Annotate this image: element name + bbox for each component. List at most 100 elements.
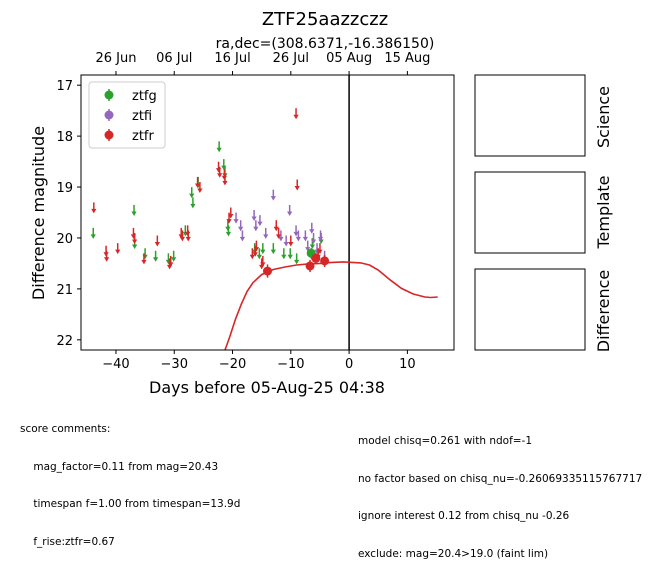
upper-limit-ztfi bbox=[253, 220, 259, 232]
upper-limit-ztfr bbox=[132, 232, 138, 244]
upper-limit-ztfi bbox=[239, 230, 246, 242]
legend-label: ztfg bbox=[132, 89, 157, 104]
upper-limit-ztfr bbox=[226, 212, 232, 224]
upper-limit-arrowhead bbox=[226, 219, 232, 224]
upper-limit-ztfg bbox=[190, 197, 196, 209]
y-tick-label: 20 bbox=[56, 232, 73, 247]
upper-limit-arrowhead bbox=[295, 236, 301, 242]
upper-limit-arrowhead bbox=[281, 254, 287, 260]
upper-limit-arrowhead bbox=[190, 203, 196, 209]
upper-limit-arrowhead bbox=[221, 165, 227, 171]
upper-limit-arrowhead bbox=[197, 188, 203, 194]
top-tick-label: 06 Jul bbox=[156, 51, 192, 66]
upper-limit-arrowhead bbox=[287, 254, 293, 260]
upper-limit-ztfr bbox=[217, 166, 223, 178]
upper-limit-arrowhead bbox=[273, 226, 279, 232]
upper-limit-arrowhead bbox=[171, 257, 177, 262]
legend-entry-ztfr: ztfr bbox=[104, 129, 154, 144]
upper-limit-ztfr bbox=[249, 248, 255, 260]
upper-limit-ztfg bbox=[309, 238, 315, 250]
upper-limit-arrowhead bbox=[293, 114, 299, 120]
x-tick-label: 10 bbox=[399, 357, 416, 372]
y-tick-label: 18 bbox=[56, 130, 73, 145]
upper-limit-arrowhead bbox=[141, 259, 147, 265]
upper-limit-ztfg bbox=[270, 243, 276, 255]
upper-limit-ztfr bbox=[197, 182, 203, 194]
upper-limit-ztfg bbox=[131, 204, 137, 216]
upper-limit-ztfi bbox=[257, 215, 263, 227]
legend-marker bbox=[104, 90, 114, 100]
plot-frame bbox=[80, 74, 455, 351]
cutout-panels: Science Template Difference bbox=[474, 74, 613, 352]
upper-limit-ztfi bbox=[263, 227, 269, 239]
comment-line: model chisq=0.261 with ndof=-1 bbox=[358, 435, 533, 447]
upper-limit-arrowhead bbox=[318, 239, 324, 244]
upper-limit-arrowhead bbox=[294, 259, 300, 265]
chart-subtitle: ra,dec=(308.6371,-16.386150) bbox=[216, 36, 435, 52]
upper-limit-ztfr bbox=[104, 250, 110, 262]
comment-line: score comments: bbox=[20, 423, 111, 435]
upper-limit-arrowhead bbox=[249, 254, 255, 260]
difference-panel bbox=[474, 268, 586, 351]
upper-limit-ztfg bbox=[225, 225, 232, 237]
upper-limit-ztfi bbox=[287, 204, 293, 216]
upper-limit-arrowhead bbox=[189, 193, 195, 199]
template-panel bbox=[474, 171, 586, 254]
upper-limit-ztfr bbox=[275, 227, 282, 239]
upper-limit-arrowhead bbox=[153, 257, 159, 262]
top-tick-label: 05 Aug bbox=[326, 51, 372, 66]
upper-limit-arrowhead bbox=[194, 183, 201, 188]
upper-limit-ztfi bbox=[302, 230, 308, 242]
comment-line: mag_factor=0.11 from mag=20.43 bbox=[20, 460, 219, 473]
x-tick-label: −30 bbox=[161, 357, 188, 372]
upper-limit-arrowhead bbox=[302, 236, 308, 242]
upper-limit-ztfg bbox=[287, 248, 293, 260]
upper-limit-ztfr bbox=[294, 179, 300, 191]
model-comments: model chisq=0.261 with ndof=-1 no factor… bbox=[358, 410, 650, 573]
upper-limit-ztfr bbox=[222, 174, 228, 186]
upper-limit-ztfg bbox=[90, 227, 96, 239]
y-tick-label: 17 bbox=[56, 79, 73, 94]
detection-ztfr bbox=[320, 254, 330, 267]
x-tick-label: −10 bbox=[277, 357, 304, 372]
detection-point bbox=[311, 253, 321, 263]
upper-limit-ztfr bbox=[253, 240, 260, 252]
upper-limit-ztfg bbox=[281, 248, 287, 260]
upper-limit-ztfr bbox=[91, 202, 97, 214]
score-comments: score comments: mag_factor=0.11 from mag… bbox=[20, 398, 240, 561]
y-tick-label: 21 bbox=[56, 283, 73, 298]
upper-limit-arrowhead bbox=[270, 196, 276, 201]
legend-entry-ztfg: ztfg bbox=[104, 89, 157, 104]
detection-ztfr bbox=[311, 253, 321, 264]
y-tick-label: 19 bbox=[56, 181, 73, 196]
upper-limit-ztfg bbox=[171, 250, 177, 262]
upper-limit-arrowhead bbox=[179, 236, 186, 242]
upper-limit-arrowhead bbox=[131, 211, 137, 216]
upper-limit-arrowhead bbox=[256, 254, 262, 260]
upper-limit-arrowhead bbox=[233, 219, 239, 224]
upper-limit-ztfr bbox=[228, 207, 234, 219]
plot-area bbox=[90, 75, 438, 350]
upper-limit-ztfi bbox=[295, 230, 301, 242]
upper-limit-ztfi bbox=[238, 220, 244, 232]
upper-limit-arrowhead bbox=[253, 226, 259, 232]
upper-limit-ztfg bbox=[189, 187, 195, 199]
upper-limit-ztfi bbox=[233, 212, 239, 224]
upper-limit-ztfr bbox=[194, 176, 201, 188]
upper-limit-arrowhead bbox=[132, 239, 138, 244]
upper-limit-ztfr bbox=[179, 230, 186, 242]
x-tick-label: 0 bbox=[345, 357, 353, 372]
upper-limit-arrowhead bbox=[238, 226, 244, 232]
upper-limit-ztfi bbox=[317, 230, 324, 242]
upper-limit-arrowhead bbox=[132, 244, 138, 250]
upper-limit-arrowhead bbox=[263, 234, 269, 239]
upper-limit-arrowhead bbox=[251, 216, 257, 222]
upper-limit-ztfg bbox=[216, 141, 222, 153]
upper-limit-arrowhead bbox=[275, 234, 282, 239]
upper-limit-arrowhead bbox=[257, 221, 263, 227]
upper-limit-arrowhead bbox=[90, 234, 96, 239]
upper-limit-arrowhead bbox=[216, 147, 222, 153]
science-panel bbox=[474, 74, 586, 157]
upper-limit-arrowhead bbox=[293, 231, 299, 237]
upper-limit-arrowhead bbox=[222, 180, 228, 186]
